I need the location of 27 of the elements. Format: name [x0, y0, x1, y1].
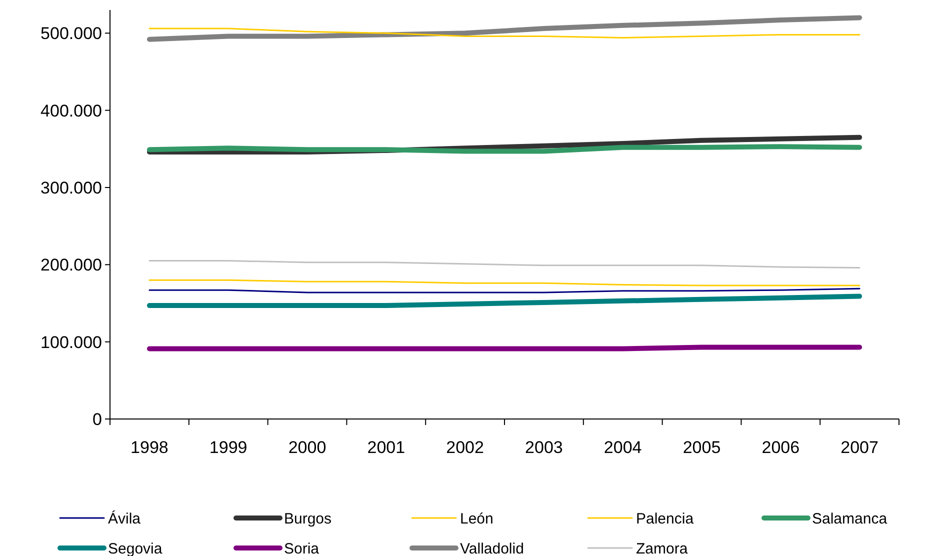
x-tick-label: 2002: [446, 438, 484, 457]
y-tick-label: 200.000: [40, 256, 102, 275]
legend-label: Palencia: [636, 510, 694, 528]
legend-label: Segovia: [108, 540, 163, 556]
y-tick-label: 400.000: [40, 101, 102, 120]
x-tick-label: 2001: [367, 438, 406, 457]
legend-label: Zamora: [636, 540, 688, 556]
x-tick-label: 1998: [130, 438, 168, 457]
x-tick-label: 2005: [682, 438, 721, 457]
legend-label: Ávila: [108, 509, 142, 528]
x-tick-label: 2006: [762, 438, 800, 457]
x-tick-label: 2004: [604, 438, 642, 457]
y-tick-label: 0: [92, 410, 102, 429]
legend-label: Salamanca: [812, 510, 888, 528]
y-tick-label: 300.000: [40, 178, 102, 198]
legend-label: Soria: [284, 540, 320, 556]
line-series: [148, 28, 860, 39]
line-series: [148, 260, 860, 268]
y-tick-label: 100.000: [40, 332, 102, 352]
x-tick-label: 2000: [288, 438, 326, 457]
x-tick-label: 2007: [840, 438, 878, 457]
legend-label: León: [460, 510, 494, 528]
legend-label: Burgos: [284, 510, 332, 528]
legend-label: Valladolid: [460, 540, 524, 556]
x-tick-label: 2003: [525, 438, 563, 457]
y-tick-label: 500.000: [40, 24, 102, 44]
x-tick-label: 1999: [209, 438, 248, 457]
